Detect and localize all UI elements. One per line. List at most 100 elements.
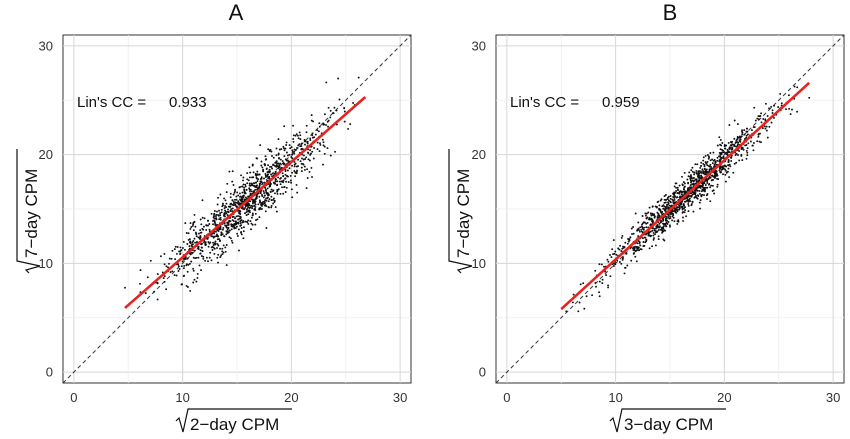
panel-a-point [265,191,268,194]
panel-b-point [682,216,684,219]
panel-b-point [585,295,588,298]
panel-b-fit-line [560,81,811,311]
panel-a-point [165,265,168,268]
panel-b-point [639,226,642,229]
panel-a-point [300,142,303,145]
panel-a-point [309,137,312,140]
panel-b-point [680,203,683,206]
panel-a-point [244,183,247,186]
panel-a-point [254,212,257,215]
panel-a-point [246,178,249,181]
panel-b-point [745,149,748,152]
panel-a-point [213,252,216,255]
panel-a-point [191,241,194,244]
panel-a-point [227,208,229,211]
panel-a-point [216,234,219,237]
panel-a-point [255,181,257,184]
panel-a-point [291,171,294,174]
panel-b-point [702,156,705,159]
panel-b-point [638,229,640,232]
panel-a-point [349,123,352,126]
panel-b-point [690,194,693,197]
panel-b-point [607,284,610,287]
panel-a-point [264,172,267,175]
panel-a-point [167,266,169,269]
panel-a-point [190,251,193,254]
panel-b-point [690,174,692,177]
panel-b-point [656,216,659,219]
panel-a-point [239,198,241,201]
panel-b-point [721,142,724,144]
panel-a-point [261,195,264,197]
panel-b-point [678,192,681,195]
panel-a-point [187,232,190,235]
panel-b-point [704,173,707,176]
panel-b-point [737,143,739,146]
panel-b-point [736,141,739,144]
panel-b-point [757,133,760,136]
panel-a-point [303,168,306,171]
panel-b-point [760,121,763,124]
panel-a-point [234,227,237,229]
panel-a-point [298,143,301,146]
panel-a-point [254,186,257,188]
panel-b-point [628,239,631,242]
panel-b-point [780,102,783,105]
panel-b-point [701,185,704,188]
panel-b-point [603,265,605,268]
panel-a-point [271,167,274,170]
panel-a-point [260,208,263,210]
panel-b-point [645,217,648,220]
panel-b-point [750,129,753,132]
panel-b-point [610,256,613,259]
panel-a-point [322,122,325,125]
panel-b-point [732,171,735,174]
panel-a-point [229,220,232,223]
panel-b-point [682,181,685,184]
panel-a-point [245,188,248,191]
panel-a-point [233,227,236,230]
panel-a-point [284,168,287,171]
panel-b-point [673,185,676,188]
panel-a-point [259,182,262,185]
panel-a-point [238,209,240,212]
panel-a-point [192,267,195,270]
panel-b-point [632,247,634,250]
panel-b-point [725,165,728,168]
panel-a-point [207,241,210,243]
panel-b-point [697,170,700,173]
panel-b-point [674,210,677,213]
panel-b-point [665,217,668,220]
panel-a-point [297,137,300,140]
panel-a-point [276,165,279,168]
panel-b-point [693,173,696,176]
panel-b-point [766,115,769,117]
panel-b-point [702,181,705,184]
panel-a-point [225,212,228,215]
panel-a-point [290,146,293,149]
panel-a-point [219,218,222,221]
panel-a-point [197,248,200,250]
panel-a-point [220,234,223,237]
panel-b-point [637,240,640,243]
panel-a-point [217,244,220,247]
panel-b-y-ticks: 0 10 20 30 [472,38,486,379]
panel-b-point [760,141,762,144]
panel-a-point [293,165,296,168]
panel-b-point [694,178,697,181]
panel-b-point [659,199,662,202]
panel-a-point [192,269,195,272]
panel-b-point [745,157,748,160]
panel-b-point [698,201,701,204]
panel-a-point [212,216,215,219]
panel-b-point [578,301,581,304]
panel-a-point [239,222,242,225]
panel-a-point [242,179,244,182]
panel-a-point [264,164,266,167]
panel-b-point [725,151,728,154]
panel-a-point [171,249,174,252]
panel-b-point [672,216,675,219]
panel-a-point [329,116,332,119]
panel-a-point [211,249,214,251]
panel-a-point [265,189,267,192]
